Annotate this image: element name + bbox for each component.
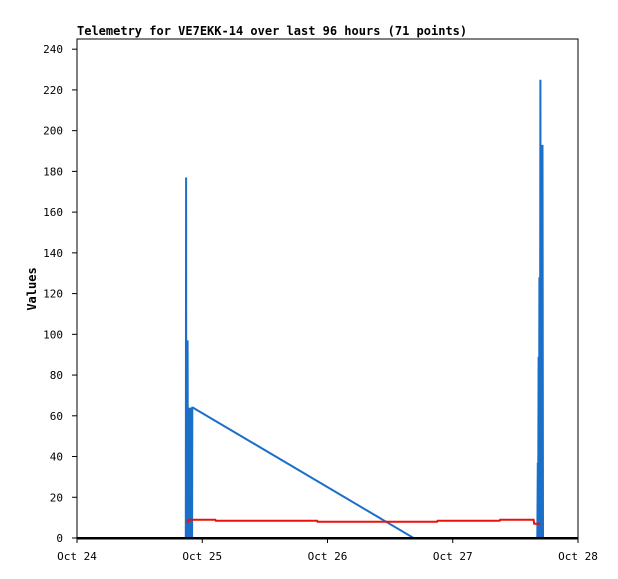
y-tick-label: 120	[43, 288, 63, 301]
chart-title: Telemetry for VE7EKK-14 over last 96 hou…	[77, 24, 467, 38]
y-tick-label: 40	[50, 451, 63, 464]
y-tick-label: 140	[43, 247, 63, 260]
y-tick-label: 220	[43, 84, 63, 97]
y-tick-label: 180	[43, 165, 63, 178]
plot-frame	[76, 38, 579, 540]
y-tick-label: 240	[43, 43, 63, 56]
x-axis: Oct 24 Oct 25 Oct 26 Oct 27 Oct 28	[57, 538, 598, 563]
y-tick-label: 100	[43, 328, 63, 341]
y-tick-label: 160	[43, 206, 63, 219]
y-axis: 0 20 40 60 80 100 120 140 160 180 200 220 240	[43, 43, 77, 545]
y-tick-label: 60	[50, 410, 63, 423]
y-tick-label: 200	[43, 125, 63, 138]
series-2-line	[186, 518, 541, 525]
y-tick-label: 80	[50, 369, 63, 382]
x-tick-label: Oct 28	[558, 550, 598, 563]
x-tick-label: Oct 26	[308, 550, 348, 563]
y-axis-label: Values	[25, 267, 39, 310]
x-tick-label: Oct 27	[433, 550, 473, 563]
x-tick-label: Oct 24	[57, 550, 97, 563]
x-tick-label: Oct 25	[182, 550, 222, 563]
y-tick-label: 20	[50, 491, 63, 504]
y-tick-label: 0	[56, 532, 63, 545]
